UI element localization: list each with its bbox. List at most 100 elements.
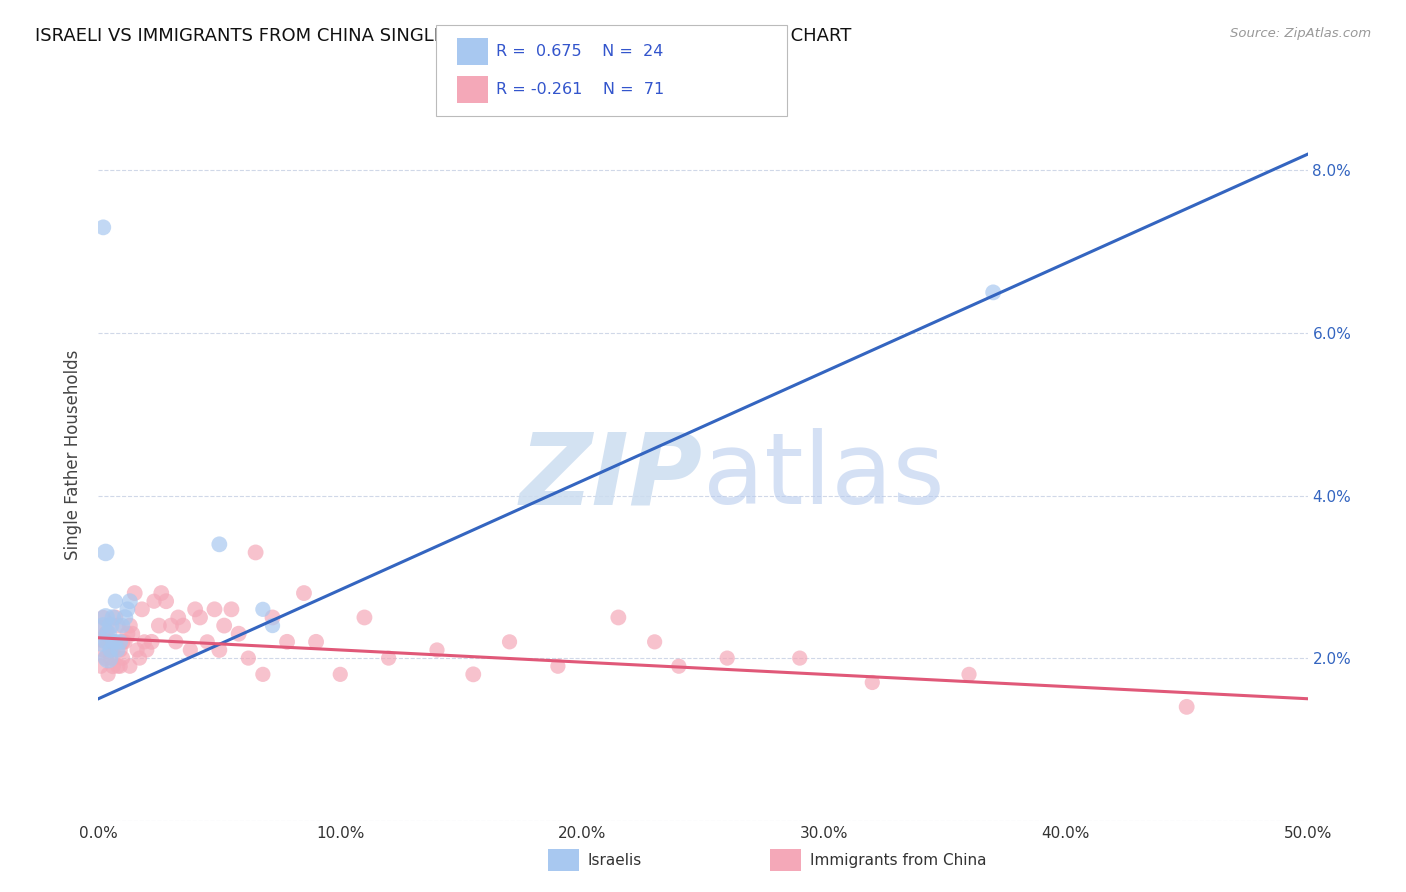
Point [208,537,231,551]
Text: Israelis: Israelis [588,854,643,868]
Point [94,635,117,649]
Point [228,626,250,640]
Point [91,618,114,632]
Point [789,651,811,665]
Point [90,635,112,649]
Point [114,610,136,624]
Point [165,635,187,649]
Point [118,618,141,632]
Point [104,635,127,649]
Point [668,659,690,673]
Point [111,651,134,665]
Point [305,635,328,649]
Point [97,626,120,640]
Point [107,618,129,632]
Point [981,285,1004,300]
Text: Immigrants from China: Immigrants from China [810,854,987,868]
Point [188,610,211,624]
Point [607,610,630,624]
Point [94,610,117,624]
Point [97,635,120,649]
Point [91,220,114,235]
Point [91,610,114,624]
Point [1175,699,1198,714]
Y-axis label: Single Father Households: Single Father Households [65,350,83,560]
Point [179,643,201,657]
Point [463,667,485,681]
Point [150,586,173,600]
Point [91,643,114,657]
Point [111,618,134,632]
Point [262,610,284,624]
Point [100,618,122,632]
Point [143,594,166,608]
Point [94,545,117,559]
Point [101,635,124,649]
Text: R =  0.675    N =  24: R = 0.675 N = 24 [496,45,664,59]
Text: R = -0.261    N =  71: R = -0.261 N = 71 [496,82,665,96]
Point [114,635,136,649]
Point [141,635,163,649]
Point [128,651,150,665]
Point [131,602,153,616]
Point [212,618,235,632]
Point [245,545,267,559]
Point [204,602,226,616]
Point [94,651,117,665]
Point [329,667,352,681]
Point [195,635,218,649]
Point [184,602,207,616]
Point [155,594,177,608]
Point [262,618,284,632]
Point [97,667,120,681]
Point [644,635,666,649]
Point [148,618,170,632]
Point [957,667,980,681]
Point [90,626,112,640]
Point [101,643,124,657]
Point [353,610,375,624]
Point [94,626,117,640]
Point [117,626,139,640]
Point [124,586,146,600]
Point [104,610,127,624]
Point [498,635,520,649]
Point [118,594,141,608]
Point [276,635,298,649]
Point [104,594,127,608]
Point [292,586,315,600]
Point [127,643,149,657]
Point [377,651,399,665]
Point [860,675,883,690]
Point [172,618,194,632]
Point [100,643,122,657]
Point [135,643,157,657]
Point [716,651,738,665]
Point [547,659,569,673]
Point [118,659,141,673]
Point [134,635,156,649]
Point [117,602,139,616]
Text: atlas: atlas [703,428,945,525]
Point [160,618,183,632]
Point [108,659,131,673]
Point [111,635,134,649]
Point [90,659,112,673]
Point [101,659,124,673]
Point [97,651,120,665]
Point [167,610,190,624]
Point [107,643,129,657]
Point [108,635,131,649]
Point [100,651,122,665]
Point [108,643,131,657]
Point [221,602,243,616]
Point [107,659,129,673]
Text: Source: ZipAtlas.com: Source: ZipAtlas.com [1230,27,1371,40]
Text: ISRAELI VS IMMIGRANTS FROM CHINA SINGLE FATHER HOUSEHOLDS CORRELATION CHART: ISRAELI VS IMMIGRANTS FROM CHINA SINGLE … [35,27,852,45]
Point [252,667,274,681]
Point [208,643,231,657]
Point [104,635,127,649]
Point [426,643,449,657]
Point [238,651,260,665]
Point [121,626,143,640]
